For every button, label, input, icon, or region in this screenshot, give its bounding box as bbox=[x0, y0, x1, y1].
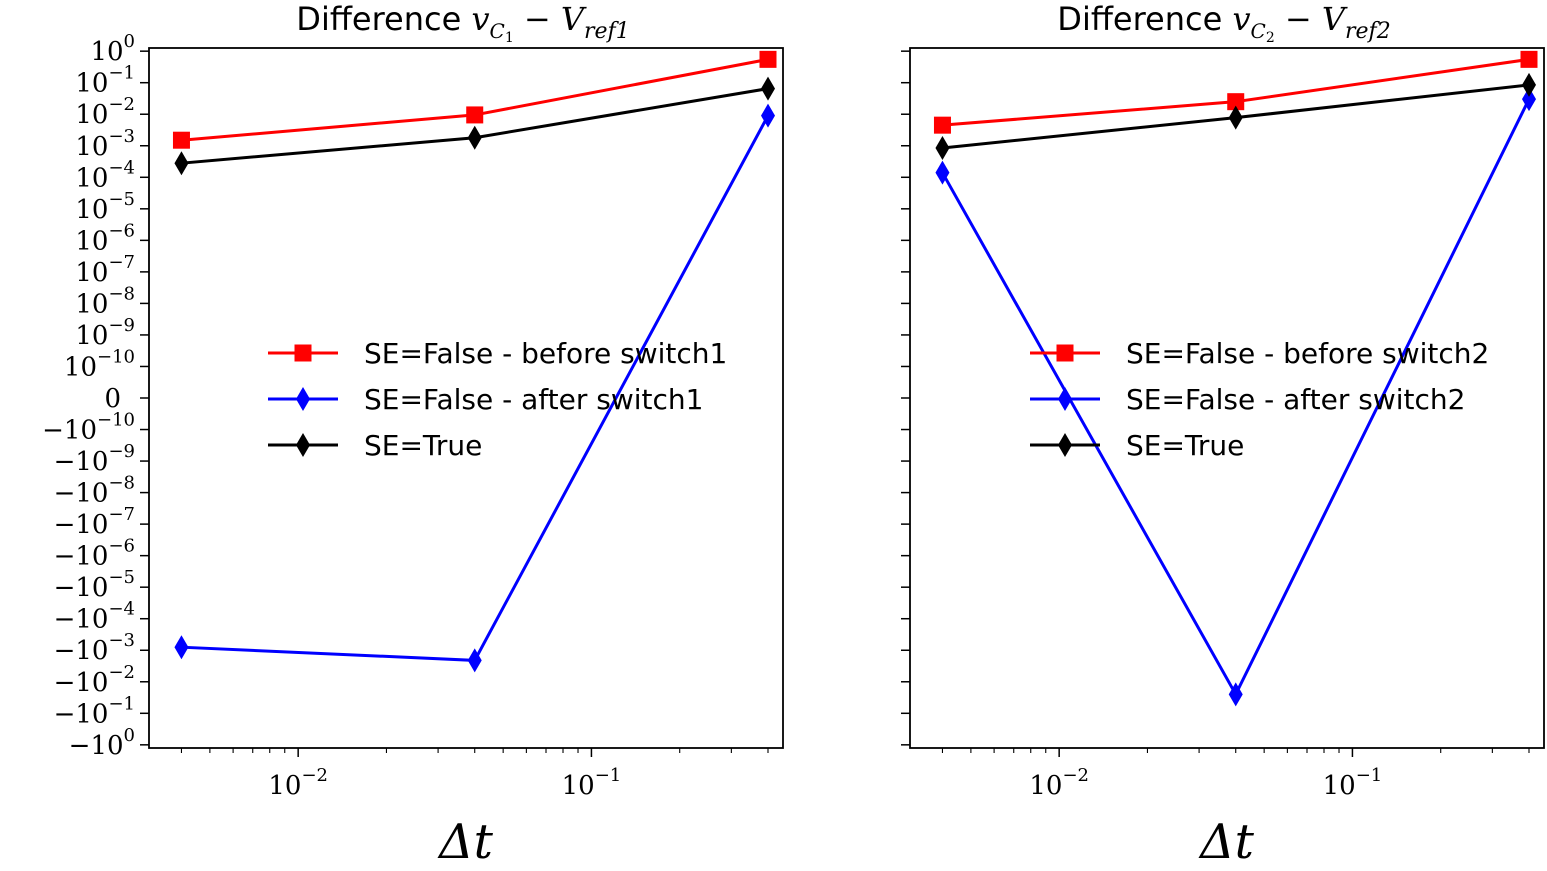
legend-marker bbox=[294, 344, 312, 362]
y-tick-label: 10−10 bbox=[64, 346, 135, 382]
legend-label: SE=False - before switch1 bbox=[364, 337, 727, 370]
chart-title: Difference vC2 − Vref2 bbox=[1057, 0, 1390, 46]
y-tick-label: 100 bbox=[90, 31, 135, 67]
legend-marker bbox=[1058, 387, 1072, 411]
y-tick-label: 10−3 bbox=[75, 126, 135, 162]
y-tick-label: 10−4 bbox=[75, 157, 135, 193]
y-tick-label: −10−9 bbox=[54, 441, 135, 477]
legend-marker bbox=[1056, 344, 1074, 362]
y-tick-label: −10−3 bbox=[54, 630, 135, 666]
x-tick-label: 10−1 bbox=[562, 765, 622, 801]
series-group bbox=[172, 50, 777, 673]
y-tick-label: 10−9 bbox=[75, 315, 135, 351]
y-tick-label: 0 bbox=[104, 384, 121, 414]
legend-label: SE=True bbox=[364, 429, 482, 462]
legend-label: SE=True bbox=[1126, 429, 1244, 462]
data-point bbox=[760, 76, 775, 101]
data-point bbox=[933, 116, 951, 134]
data-point bbox=[1520, 50, 1538, 68]
y-tick-label: 10−5 bbox=[75, 189, 135, 225]
x-tick-label: 10−1 bbox=[1323, 765, 1383, 801]
y-tick-label: −10−1 bbox=[54, 693, 135, 729]
data-point bbox=[935, 160, 950, 185]
legend-marker bbox=[296, 433, 310, 457]
y-tick-label: −10−7 bbox=[54, 504, 135, 540]
x-axis-label: Δt bbox=[1198, 814, 1255, 870]
y-tick-label: −10−10 bbox=[42, 410, 135, 446]
y-tick-label: 10−7 bbox=[75, 252, 135, 288]
legend-label: SE=False - after switch1 bbox=[364, 383, 703, 416]
data-point bbox=[467, 648, 482, 673]
y-tick-label: 10−2 bbox=[75, 94, 135, 130]
data-point bbox=[1521, 87, 1536, 112]
data-point bbox=[174, 635, 189, 660]
data-point bbox=[935, 135, 950, 160]
panel-right: 10−2 10−1 Δt Difference vC2 − Vref2 SE=False… bbox=[901, 0, 1545, 870]
data-point bbox=[467, 125, 482, 150]
legend: SE=False - before switch2 SE=False - afte… bbox=[1030, 337, 1489, 462]
legend-marker bbox=[1058, 433, 1072, 457]
y-tick-label: −10−5 bbox=[54, 567, 135, 603]
data-point bbox=[172, 131, 190, 149]
y-tick-label: −10−8 bbox=[54, 473, 135, 509]
data-point bbox=[1228, 105, 1243, 130]
y-tick-label: −10−6 bbox=[54, 536, 135, 572]
x-tick-label: 10−2 bbox=[268, 765, 328, 801]
series-group bbox=[933, 50, 1538, 707]
legend-label: SE=False - before switch2 bbox=[1126, 337, 1489, 370]
legend: SE=False - before switch1 SE=False - afte… bbox=[268, 337, 727, 462]
data-point bbox=[1227, 93, 1245, 111]
y-tick-label: −10−2 bbox=[54, 662, 135, 698]
y-tick-label: −100 bbox=[69, 725, 135, 761]
legend-marker bbox=[296, 387, 310, 411]
data-point bbox=[1228, 682, 1243, 707]
data-point bbox=[174, 151, 189, 176]
x-tick-label: 10−2 bbox=[1029, 765, 1089, 801]
x-axis-label: Δt bbox=[437, 814, 494, 870]
data-point bbox=[466, 106, 484, 124]
legend-label: SE=False - after switch2 bbox=[1126, 383, 1465, 416]
data-point bbox=[760, 103, 775, 128]
data-point bbox=[1521, 72, 1536, 97]
panel-left: 10010−110−210−310−410−510−610−710−810−91… bbox=[42, 0, 784, 870]
y-tick-label: 10−8 bbox=[75, 283, 135, 319]
chart-title: Difference vC1 − Vref1 bbox=[296, 0, 629, 46]
y-tick-label: 10−1 bbox=[75, 63, 135, 99]
y-tick-label: 10−6 bbox=[75, 220, 135, 256]
data-point bbox=[759, 50, 777, 68]
y-tick-label: −10−4 bbox=[54, 599, 135, 635]
